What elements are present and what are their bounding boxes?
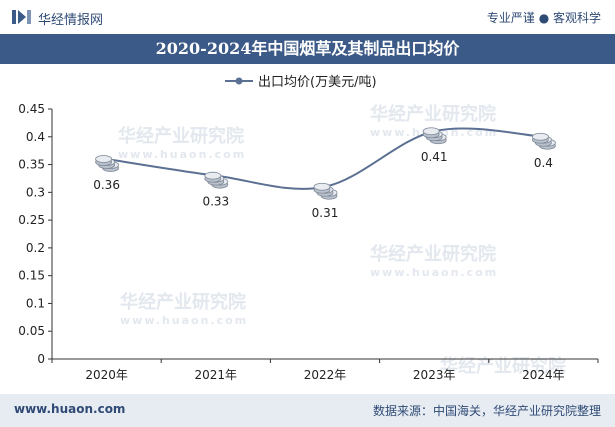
y-tick-label: 0.15 xyxy=(18,269,45,283)
y-tick-label: 0 xyxy=(37,352,45,366)
data-point-marker xyxy=(313,182,338,200)
coin-face xyxy=(204,171,222,180)
y-tick-label: 0.05 xyxy=(18,324,45,338)
data-label: 0.33 xyxy=(202,195,229,209)
chart-title: 2020-2024年中国烟草及其制品出口均价 xyxy=(0,34,615,64)
chart-area: 华经产业研究院 www.huaon.com 华经产业研究院 www.huaon.… xyxy=(0,64,615,390)
data-point-marker xyxy=(532,132,556,150)
axes: 0 0.05 0.1 0.15 0.2 0.25 0.3 0.35 0.4 0.45 2020年 20… xyxy=(18,102,599,382)
watermark-text: 华经产业研究院 xyxy=(440,355,566,377)
x-tick-label: 2021年 xyxy=(195,368,238,382)
coin-face xyxy=(422,127,440,136)
data-label: 0.31 xyxy=(312,206,339,220)
watermark-text: 华经产业研究院 xyxy=(370,243,496,265)
x-tick-label: 2023年 xyxy=(413,368,456,382)
footer-source: 数据来源：中国海关，华经产业研究院整理 xyxy=(372,404,601,418)
y-tick-label: 0.4 xyxy=(26,130,45,144)
y-tick-label: 0.3 xyxy=(26,185,45,199)
data-point-marker xyxy=(204,171,229,189)
coin-face xyxy=(313,182,331,191)
x-tick-label: 2020年 xyxy=(85,368,128,382)
logo-icon xyxy=(12,10,31,24)
data-label: 0.41 xyxy=(421,150,448,164)
coin-face xyxy=(95,155,112,163)
watermark-url: www.huaon.com xyxy=(120,314,248,327)
legend-label: 出口均价(万美元/吨) xyxy=(258,75,377,90)
y-tick-label: 0.2 xyxy=(26,241,45,255)
y-tick-label: 0.35 xyxy=(18,158,45,172)
y-tick-label: 0.25 xyxy=(18,213,45,227)
plot-series: 0.36 0.33 0.31 0.41 0.4 xyxy=(93,127,556,220)
data-point-marker xyxy=(95,155,119,172)
watermark-text: 华经产业研究院 xyxy=(120,291,246,313)
watermark-url: www.huaon.com xyxy=(118,148,246,161)
watermark-group: 华经产业研究院 www.huaon.com 华经产业研究院 www.huaon.… xyxy=(118,103,566,377)
line-chart: 华经产业研究院 www.huaon.com 华经产业研究院 www.huaon.… xyxy=(18,75,599,382)
brand-name: 华经情报网 xyxy=(38,13,104,28)
tagline: 专业严谨 ● 客观科学 xyxy=(486,11,601,25)
watermark-text: 华经产业研究院 xyxy=(370,103,496,125)
legend: 出口均价(万美元/吨) xyxy=(225,75,377,90)
data-label: 0.36 xyxy=(93,178,120,192)
legend-marker xyxy=(235,77,243,85)
x-tick-label: 2024年 xyxy=(522,368,565,382)
x-tick-label: 2022年 xyxy=(304,368,347,382)
watermark-text: 华经产业研究院 xyxy=(118,125,244,147)
footer-website: www.huaon.com xyxy=(14,402,126,416)
data-label: 0.4 xyxy=(534,156,553,170)
data-point-marker xyxy=(422,127,447,145)
footer: www.huaon.com 数据来源：中国海关，华经产业研究院整理 xyxy=(0,394,615,427)
coin-face xyxy=(532,132,549,141)
watermark-url: www.huaon.com xyxy=(370,266,498,279)
top-bar: 华经情报网 专业严谨 ● 客观科学 xyxy=(0,0,615,34)
y-tick-label: 0.45 xyxy=(18,102,45,116)
y-tick-label: 0.1 xyxy=(26,296,45,310)
